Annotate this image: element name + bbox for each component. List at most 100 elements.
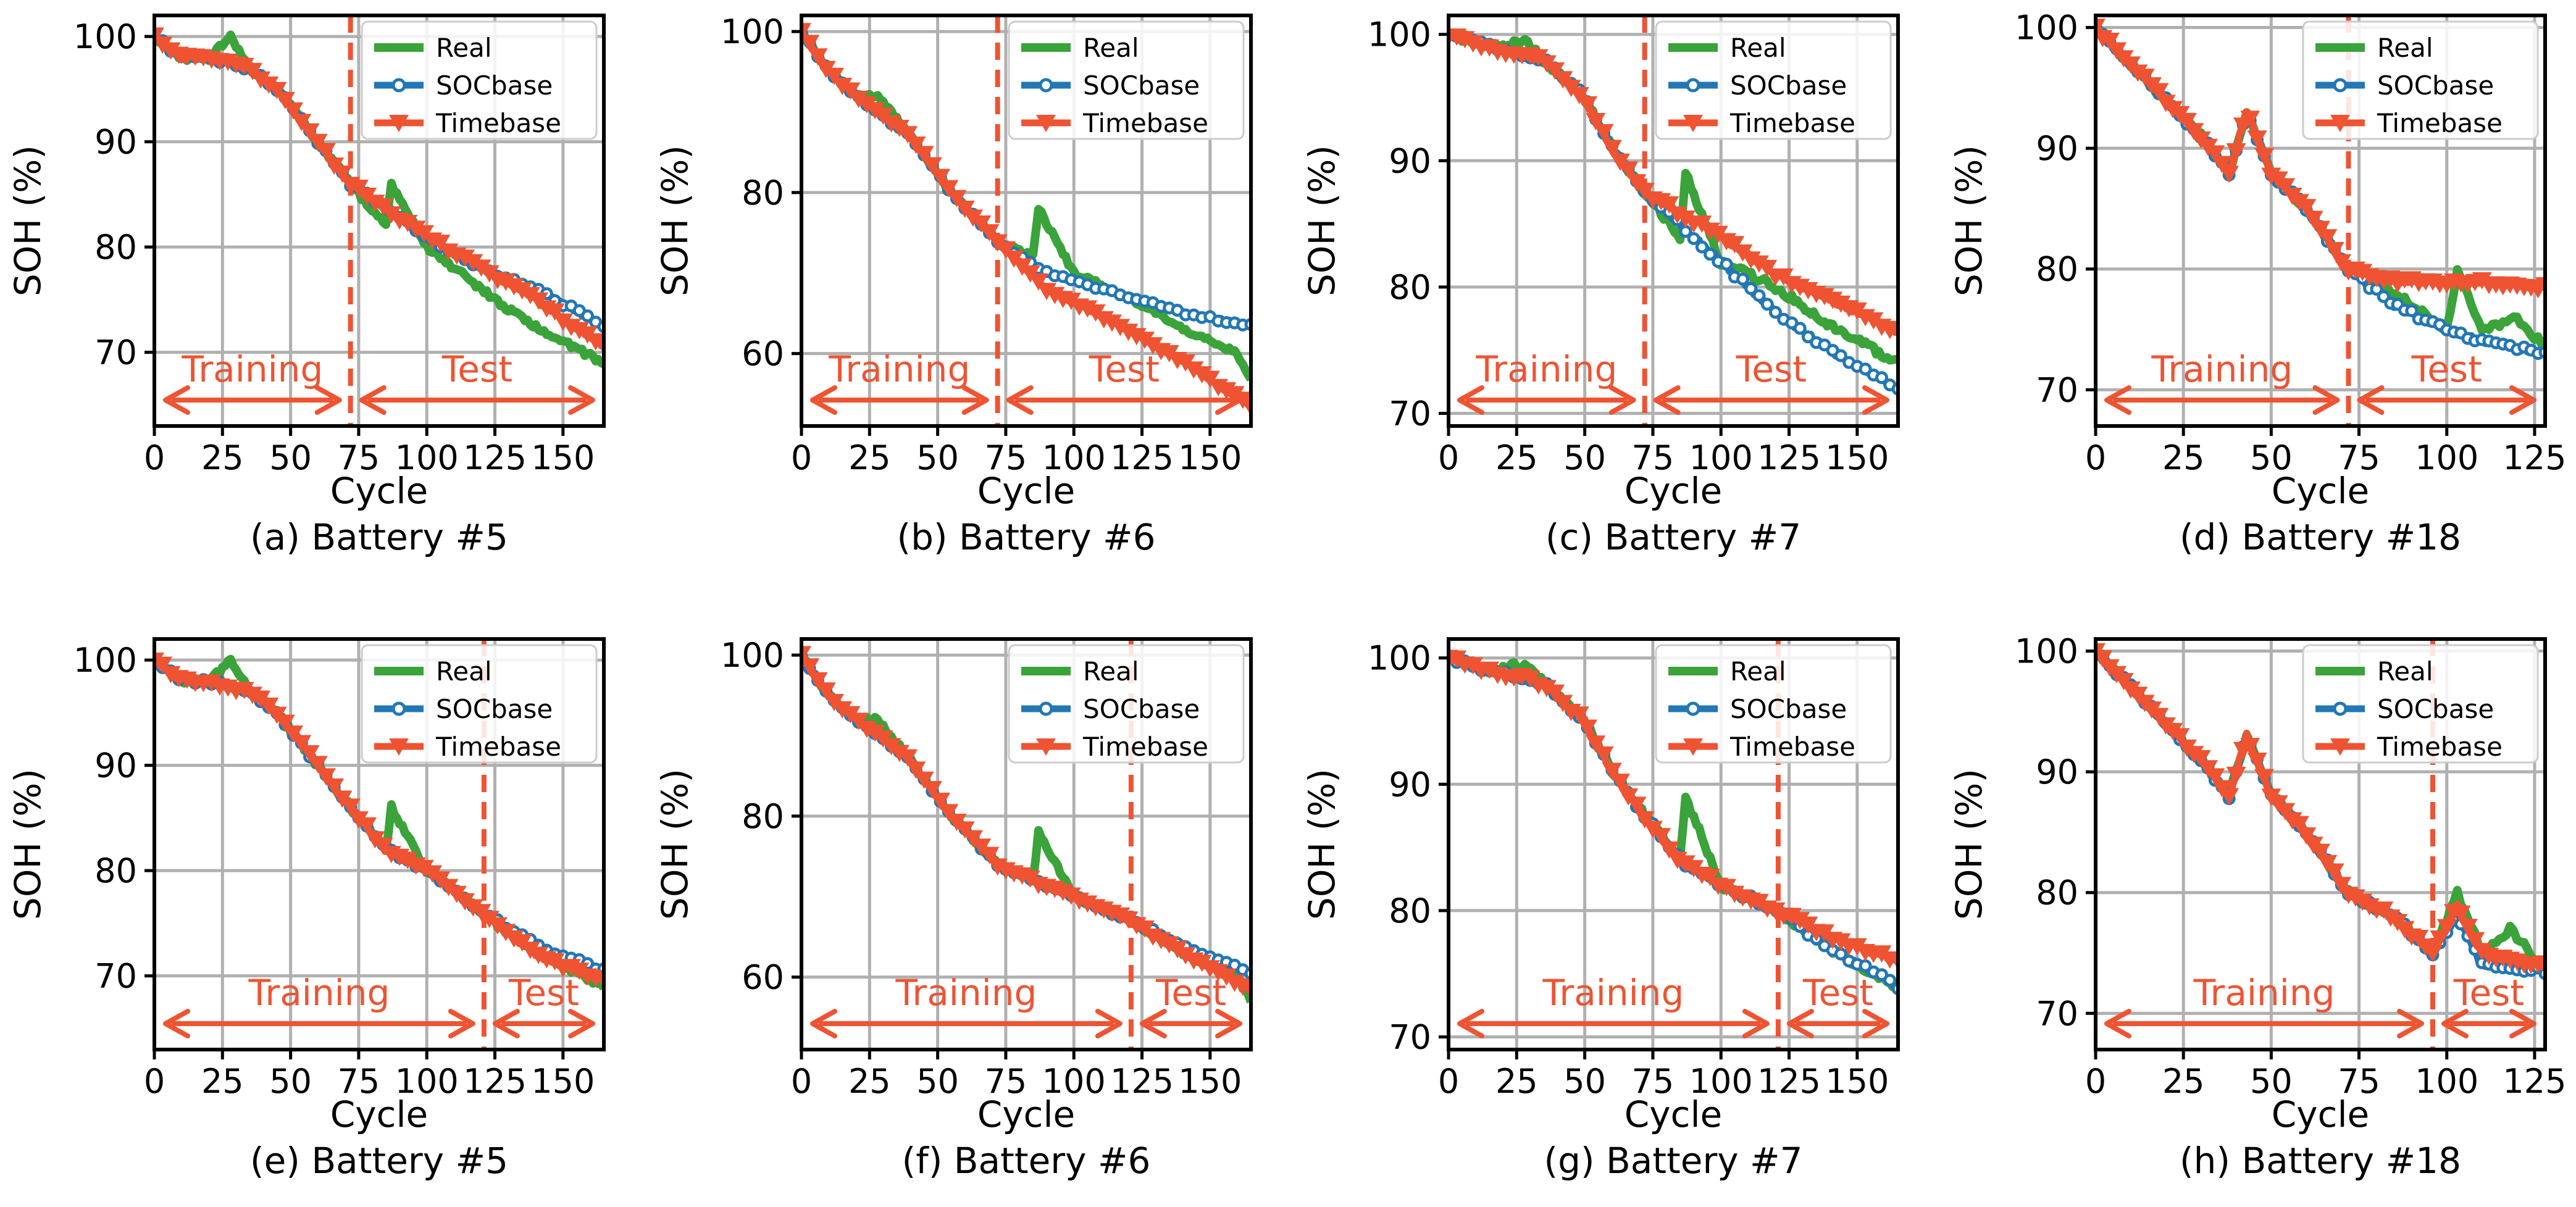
y-tick-label: 100	[2015, 632, 2078, 671]
y-axis-label: SOH (%)	[7, 769, 49, 920]
data-point-time	[234, 682, 254, 700]
test-arrow	[492, 1009, 595, 1038]
data-point-time	[2317, 229, 2338, 247]
data-point-time	[979, 846, 1000, 864]
x-tick-label: 150	[531, 438, 595, 477]
legend-label-soc: SOCbase	[1730, 70, 1847, 101]
data-point-time	[1545, 684, 1565, 702]
data-point-time	[808, 672, 828, 690]
chart-panel: Training Test Real SOCbase Timebase 0 25 50 75 10…	[1948, 632, 2566, 1182]
legend-label-soc: SOCbase	[436, 694, 553, 724]
test-label: Test	[1089, 348, 1160, 390]
legend-label-real: Real	[1083, 33, 1139, 63]
data-point-time	[1749, 255, 1769, 273]
x-tick-label: 125	[2503, 1062, 2566, 1101]
data-point-time	[1028, 273, 1048, 291]
x-axis-label: Cycle	[977, 1093, 1076, 1135]
x-tick-label: 100	[2415, 438, 2478, 477]
training-label: Training	[181, 348, 323, 390]
x-tick-label: 25	[201, 1062, 244, 1101]
legend: Real SOCbase Timebase	[1655, 644, 1892, 764]
legend-label-time: Timebase	[2377, 108, 2503, 138]
x-tick-label: 150	[1825, 1062, 1889, 1101]
legend-label-real: Real	[2377, 33, 2433, 63]
x-tick-label: 0	[791, 1062, 812, 1101]
x-tick-label: 75	[1632, 438, 1675, 477]
training-label: Training	[1542, 972, 1684, 1014]
data-point-time	[291, 735, 312, 753]
data-point-time	[2205, 768, 2225, 786]
x-tick-label: 0	[144, 438, 165, 477]
data-point-time	[430, 235, 451, 253]
y-axis-label: SOH (%)	[654, 769, 696, 920]
data-point-time	[357, 817, 377, 835]
data-point-time	[1602, 140, 1622, 157]
panel-caption: (f) Battery #6	[902, 1140, 1151, 1182]
training-arrow	[163, 385, 342, 415]
x-tick-label: 0	[791, 438, 812, 477]
y-tick-label: 80	[94, 228, 137, 267]
data-point-time	[2535, 277, 2545, 294]
y-tick-label: 90	[94, 123, 137, 162]
training-arrow	[810, 385, 989, 415]
legend-label-time: Timebase	[435, 732, 561, 762]
x-tick-label: 100	[1042, 438, 1106, 477]
training-label: Training	[1475, 348, 1617, 390]
training-arrow	[163, 1009, 475, 1038]
panel-caption: (a) Battery #5	[250, 516, 508, 558]
y-tick-label: 80	[1389, 268, 1431, 307]
test-arrow	[359, 385, 595, 415]
data-point-time	[594, 337, 604, 355]
data-point-time	[2289, 816, 2309, 833]
y-tick-label: 90	[2036, 753, 2078, 791]
data-point-time	[955, 821, 975, 839]
data-point-time	[1102, 314, 1122, 332]
data-point-time	[1634, 811, 1655, 829]
test-arrow	[1786, 1009, 1889, 1038]
y-axis-label: SOH (%)	[1301, 145, 1343, 296]
panel-caption: (e) Battery #5	[250, 1140, 508, 1182]
data-point-time	[930, 169, 951, 186]
data-point-time	[553, 313, 573, 331]
data-point-time	[898, 749, 918, 767]
x-tick-label: 150	[1178, 1062, 1242, 1101]
data-point-time	[2430, 930, 2450, 948]
test-arrow	[1139, 1009, 1242, 1038]
data-point-time	[316, 768, 336, 786]
y-tick-label: 80	[2036, 250, 2078, 289]
data-point-time	[922, 781, 942, 799]
data-point-time	[2331, 877, 2352, 895]
x-tick-label: 75	[985, 438, 1027, 477]
x-tick-label: 100	[395, 438, 459, 477]
data-point-soc	[1859, 362, 1872, 376]
data-point-time	[1700, 869, 1720, 887]
data-point-time	[1602, 762, 1622, 780]
data-point-time	[1176, 947, 1196, 965]
legend-label-real: Real	[436, 33, 492, 63]
data-point-time	[1192, 954, 1212, 972]
plot-frame	[1447, 637, 1900, 1051]
x-tick-label: 75	[2338, 1062, 2380, 1101]
x-tick-label: 25	[1495, 1062, 1538, 1101]
data-point-time	[569, 322, 590, 340]
y-tick-label: 70	[94, 957, 137, 996]
y-tick-label: 60	[742, 335, 784, 374]
x-tick-label: 50	[916, 1062, 959, 1101]
x-tick-label: 125	[463, 1062, 527, 1101]
data-point-soc	[1875, 371, 1889, 385]
legend: Real SOCbase Timebase	[361, 20, 598, 140]
data-point-time	[1675, 210, 1696, 228]
x-tick-label: 150	[1825, 438, 1889, 477]
panel-caption: (h) Battery #18	[2180, 1140, 2461, 1182]
data-point-soc	[1736, 272, 1750, 286]
data-point-soc	[1695, 240, 1708, 254]
data-point-soc	[1752, 289, 1766, 303]
data-point-time	[1192, 366, 1212, 384]
training-label: Training	[895, 972, 1037, 1014]
legend: Real SOCbase Timebase	[2302, 644, 2539, 764]
data-point-time	[2296, 827, 2317, 845]
plot-frame	[1447, 14, 1900, 428]
x-tick-label: 125	[1757, 1062, 1821, 1101]
legend-label-soc: SOCbase	[2377, 70, 2494, 101]
y-tick-label: 80	[2036, 874, 2078, 913]
